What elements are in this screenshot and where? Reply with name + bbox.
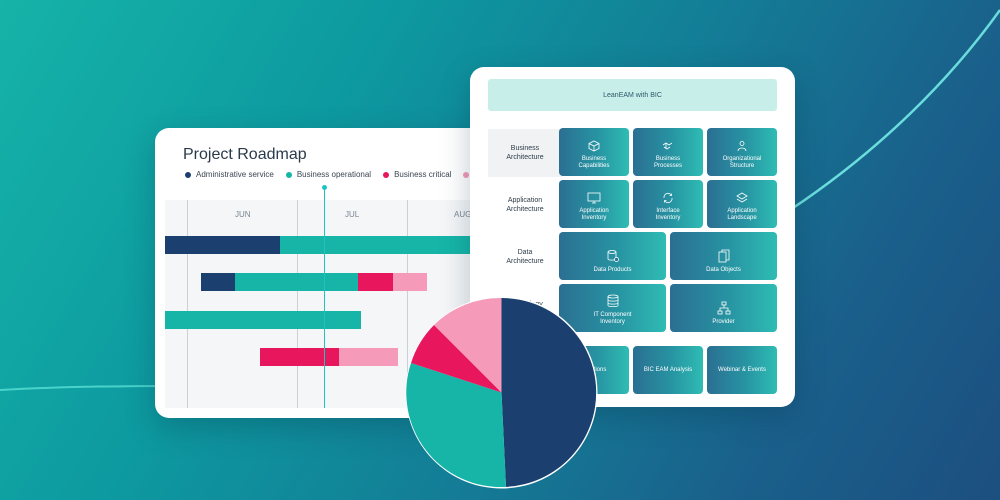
sync-icon	[663, 192, 673, 204]
pie-slice-administrative[interactable]	[501, 297, 597, 487]
tile-label: Application Landscape	[727, 208, 757, 221]
layers-icon	[736, 192, 748, 203]
gantt-bar[interactable]	[280, 236, 485, 254]
legend-item-critical: Business critical	[383, 170, 451, 179]
gantt-gridline	[187, 200, 188, 408]
tile-data-products[interactable]: Data Products	[559, 232, 666, 280]
monitor-icon	[587, 192, 601, 204]
pie-chart	[405, 296, 598, 489]
legend-dot	[285, 171, 292, 178]
tile-label: Provider	[712, 319, 735, 325]
row-label-application-architecture: Application Architecture	[488, 181, 562, 229]
gantt-bar[interactable]	[165, 236, 280, 254]
legend-label: Business critical	[394, 170, 452, 179]
capabilities-icon	[588, 140, 600, 152]
tile-label: Data Products	[593, 267, 632, 273]
row-label-text: Data Architecture	[506, 249, 544, 265]
documents-icon	[718, 249, 729, 263]
gantt-bar[interactable]	[358, 273, 393, 291]
legend-label: Business operational	[296, 170, 372, 179]
legend-item-administrative: Administrative service	[185, 170, 274, 179]
roadmap-title: Project Roadmap	[183, 146, 307, 163]
people-icon	[737, 141, 747, 152]
row-label-text: Business Architecture	[506, 145, 544, 161]
tile-label: Business Processes	[653, 156, 682, 169]
tile-label: BIC EAM Analysis	[643, 366, 693, 373]
month-label-aug: AUG	[454, 210, 472, 219]
gantt-bar[interactable]	[339, 348, 398, 366]
tile-label: Business Capabilities	[578, 156, 610, 169]
tile-interface-inventory[interactable]: Interface Inventory	[633, 180, 703, 228]
gantt-bar[interactable]	[260, 348, 339, 366]
tile-label: Data Objects	[706, 267, 741, 273]
today-marker-line	[324, 188, 325, 408]
gantt-bar[interactable]	[393, 273, 427, 291]
pie-slice-minor[interactable]	[434, 297, 502, 393]
tile-label: Organizational Structure	[722, 156, 762, 169]
tile-label: Webinar & Events	[718, 366, 766, 373]
row-label-business-architecture: Business Architecture	[488, 129, 562, 177]
tile-application-landscape[interactable]: Application Landscape	[707, 180, 777, 228]
gantt-bar[interactable]	[165, 311, 361, 329]
legend-item-operational: Business operational	[285, 170, 372, 179]
gantt-bar[interactable]	[201, 273, 235, 291]
month-label-jun: JUN	[235, 210, 251, 219]
pie-slice-critical[interactable]	[411, 325, 502, 393]
tile-provider[interactable]: Provider	[670, 284, 777, 332]
project-roadmap-card: Project Roadmap Administrative service B…	[155, 128, 485, 418]
lean-eam-card: LeanEAM with BIC Business Architecture B…	[470, 67, 795, 407]
gantt-gridline	[297, 200, 298, 408]
tile-business-processes[interactable]: Business Processes	[633, 128, 703, 176]
database-icon	[607, 294, 618, 308]
tile-webinar-events[interactable]: Webinar & Events	[707, 346, 777, 394]
roadmap-legend: Administrative service Business operatio…	[185, 170, 481, 179]
legend-label: Administrative service	[196, 170, 274, 179]
legend-dot	[383, 171, 390, 178]
tile-it-component-inventory[interactable]: IT Component Inventory	[559, 284, 666, 332]
tile-label: IT Component Inventory	[593, 312, 632, 325]
today-marker-knob[interactable]	[322, 185, 327, 190]
gantt-bar[interactable]	[235, 273, 358, 291]
row-label-text: Application Architecture	[506, 197, 544, 213]
hierarchy-icon	[717, 301, 730, 315]
tile-data-objects[interactable]: Data Objects	[670, 232, 777, 280]
tile-organizational-structure[interactable]: Organizational Structure	[707, 128, 777, 176]
eam-header: LeanEAM with BIC	[488, 79, 777, 111]
database-gear-icon	[607, 250, 619, 262]
handshake-icon	[662, 142, 673, 150]
tile-bic-eam-analysis[interactable]: BIC EAM Analysis	[633, 346, 703, 394]
gantt-gridline	[407, 200, 408, 408]
pie-slice-operational[interactable]	[406, 363, 506, 488]
tile-business-capabilities[interactable]: Business Capabilities	[559, 128, 629, 176]
legend-dot	[463, 171, 470, 178]
legend-dot	[185, 171, 191, 178]
row-label-data-architecture: Data Architecture	[488, 233, 562, 281]
tile-label: Application Inventory	[579, 208, 609, 221]
tile-label: Interface Inventory	[655, 208, 681, 221]
month-label-jul: JUL	[345, 210, 360, 219]
tile-application-inventory[interactable]: Application Inventory	[559, 180, 629, 228]
